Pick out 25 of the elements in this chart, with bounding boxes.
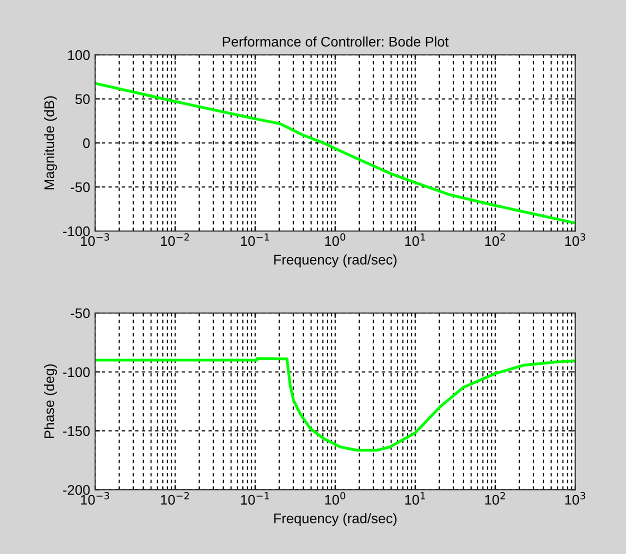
chart-title: Performance of Controller: Bode Plot [222,36,449,47]
x-tick-label: 10$^{−1}$ [241,492,270,505]
y-tick-label: 100 [68,50,90,60]
x-tick-label: 10$^{1}$ [405,233,426,246]
y-axis-title: Phase (deg) [44,364,57,438]
y-tick-label: 50 [75,94,90,104]
y-tick-label: -200 [63,485,90,495]
x-tick-label: 10$^{3}$ [565,492,586,505]
x-axis-title: Frequency (rad/sec) [274,254,397,268]
x-tick-label: 10$^{−2}$ [161,492,189,505]
x-tick-label: 10$^{−2}$ [161,233,189,246]
y-axis-title: Magnitude (dB) [44,96,57,190]
x-tick-label: 10$^{0}$ [325,492,346,505]
x-tick-label: 10$^{1}$ [405,492,426,505]
x-tick-label: 10$^{−1}$ [241,233,270,246]
x-tick-label: 10$^{3}$ [565,233,586,246]
y-tick-label: -50 [70,308,90,318]
y-tick-label: -50 [70,182,90,192]
x-tick-label: 10$^{2}$ [485,233,505,246]
y-tick-label: 0 [83,138,90,148]
x-tick-label: 10$^{0}$ [325,233,346,246]
y-tick-label: -100 [63,367,90,378]
x-tick-label: 10$^{2}$ [485,492,505,505]
y-tick-label: -150 [63,426,90,436]
x-axis-title: Frequency (rad/sec) [274,513,397,526]
